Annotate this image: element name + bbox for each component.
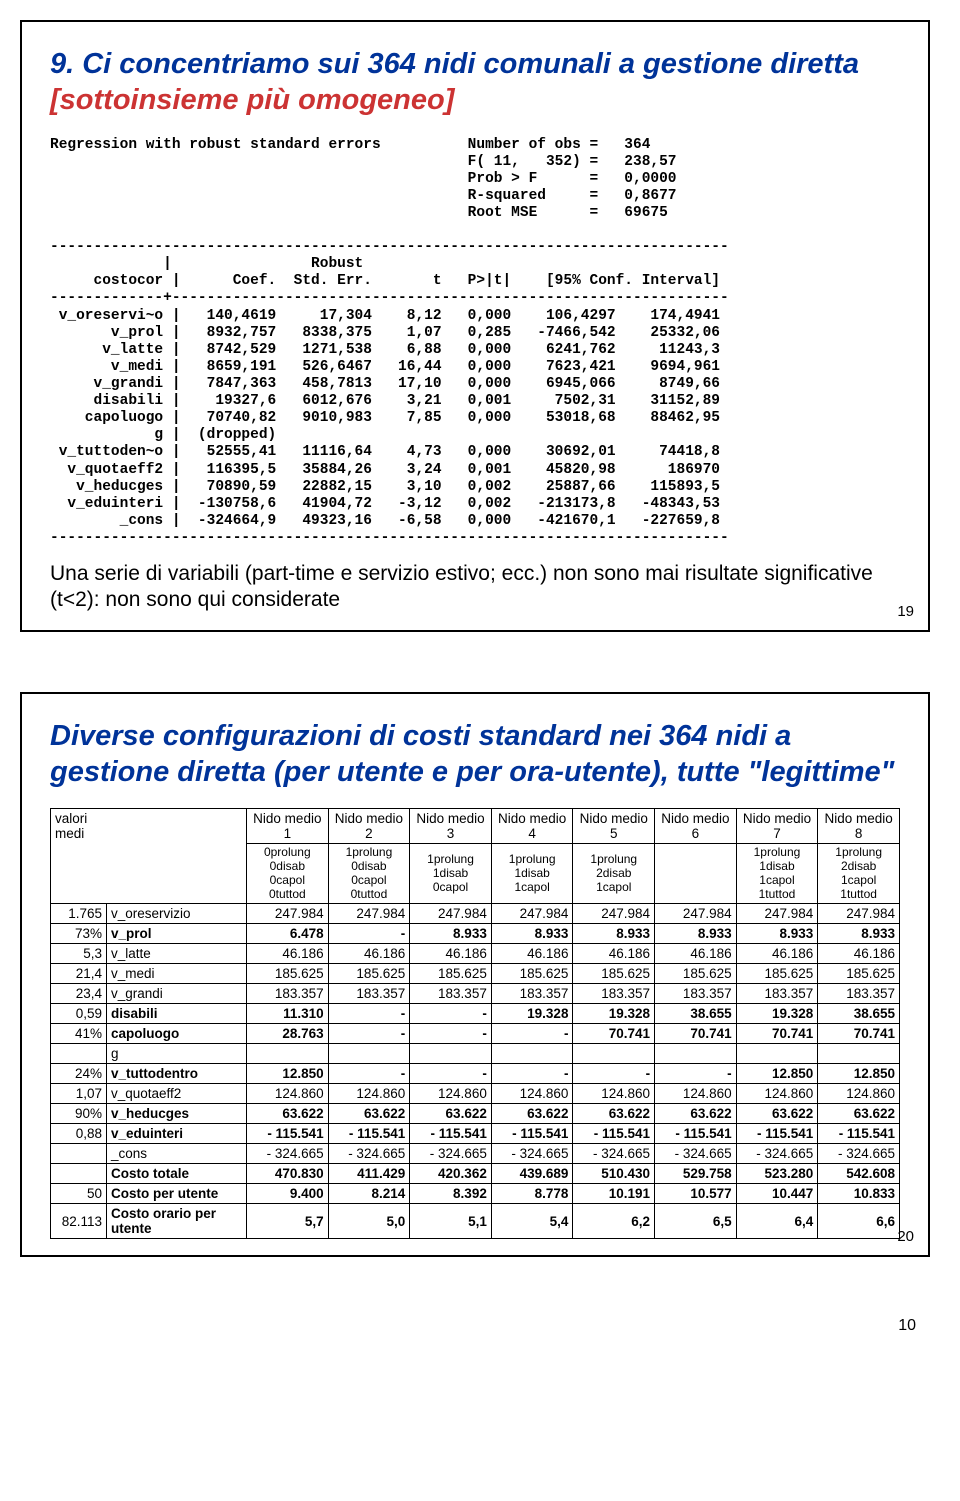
table-row: 1,07v_quotaeff2124.860124.860124.860124.… xyxy=(51,1084,900,1104)
table-row: 1.765v_oreservizio247.984247.984247.9842… xyxy=(51,904,900,924)
table-row: 50Costo per utente9.4008.2148.3928.77810… xyxy=(51,1184,900,1204)
table-row: 24%v_tuttodentro12.850-----12.85012.850 xyxy=(51,1064,900,1084)
table-row: g xyxy=(51,1044,900,1064)
table-header-row: valorimediNido medio 1Nido medio 2Nido m… xyxy=(51,809,900,844)
table-row: 90%v_heducges63.62263.62263.62263.62263.… xyxy=(51,1104,900,1124)
table-row: _cons- 324.665- 324.665- 324.665- 324.66… xyxy=(51,1144,900,1164)
table-row: 23,4v_grandi183.357183.357183.357183.357… xyxy=(51,984,900,1004)
regression-output: Regression with robust standard errors N… xyxy=(50,137,900,548)
table-row: 41%capoluogo28.763---70.74170.74170.7417… xyxy=(51,1024,900,1044)
table-row: 73%v_prol6.478-8.9338.9338.9338.9338.933… xyxy=(51,924,900,944)
slide-19: 9. Ci concentriamo sui 364 nidi comunali… xyxy=(20,20,930,632)
table-row: 0,88v_eduinteri- 115.541- 115.541- 115.5… xyxy=(51,1124,900,1144)
table-row: 82.113Costo orario per utente5,75,05,15,… xyxy=(51,1204,900,1239)
table-row: 21,4v_medi185.625185.625185.625185.62518… xyxy=(51,964,900,984)
table-row: 0,59disabili11.310--19.32819.32838.65519… xyxy=(51,1004,900,1024)
slide-20-number: 20 xyxy=(897,1228,914,1245)
slide-20: Diverse configurazioni di costi standard… xyxy=(20,692,930,1258)
table-row: Costo totale470.830411.429420.362439.689… xyxy=(51,1164,900,1184)
title-red: [sottoinsieme più omogeneo] xyxy=(50,84,454,116)
page-number: 10 xyxy=(20,1317,940,1335)
table-row: 5,3v_latte46.18646.18646.18646.18646.186… xyxy=(51,944,900,964)
slide-20-title: Diverse configurazioni di costi standard… xyxy=(50,718,900,791)
title-blue-20: Diverse configurazioni di costi standard… xyxy=(50,720,894,788)
slide-19-number: 19 xyxy=(897,603,914,620)
slide-19-title: 9. Ci concentriamo sui 364 nidi comunali… xyxy=(50,46,900,119)
title-blue: 9. Ci concentriamo sui 364 nidi comunali… xyxy=(50,48,859,80)
slide-19-caption: Una serie di variabili (part-time e serv… xyxy=(50,561,900,614)
table-body: 1.765v_oreservizio247.984247.984247.9842… xyxy=(51,904,900,1239)
cost-table: valorimediNido medio 1Nido medio 2Nido m… xyxy=(50,808,900,1239)
